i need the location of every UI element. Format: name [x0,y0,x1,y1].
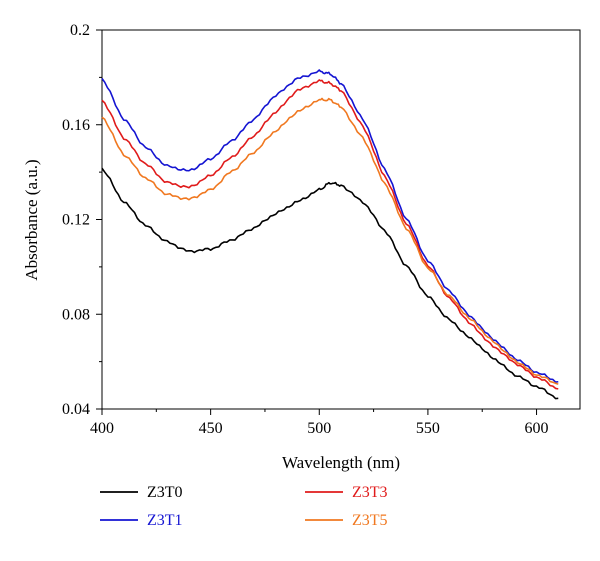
y-axis-label: Absorbance (a.u.) [22,159,41,280]
x-tick-label: 500 [307,420,331,437]
y-tick-label: 0.16 [62,117,90,134]
y-tick-label: 0.04 [62,401,90,418]
x-tick-label: 400 [90,420,114,437]
legend-label-z3t1: Z3T1 [147,512,183,529]
series-line-z3t3 [101,79,559,390]
x-axis-label: Wavelength (nm) [282,453,400,472]
legend: Z3T0 Z3T1 Z3T3 Z3T5 [100,484,388,529]
series-line-z3t1 [101,69,559,383]
x-tick-label: 450 [199,420,223,437]
y-axis: 0.04 0.08 0.12 0.16 0.2 [62,22,102,418]
legend-label-z3t3: Z3T3 [352,484,388,501]
series-line-z3t5 [101,97,559,385]
x-axis: 400 450 500 550 600 [90,409,549,437]
series-line-z3t0 [101,167,559,400]
x-tick-label: 550 [416,420,440,437]
y-tick-label: 0.08 [62,306,90,323]
y-tick-label: 0.12 [62,212,90,229]
y-tick-label: 0.2 [70,22,90,39]
series-lines [101,69,559,400]
legend-label-z3t0: Z3T0 [147,484,183,501]
x-tick-label: 600 [525,420,549,437]
legend-label-z3t5: Z3T5 [352,512,388,529]
